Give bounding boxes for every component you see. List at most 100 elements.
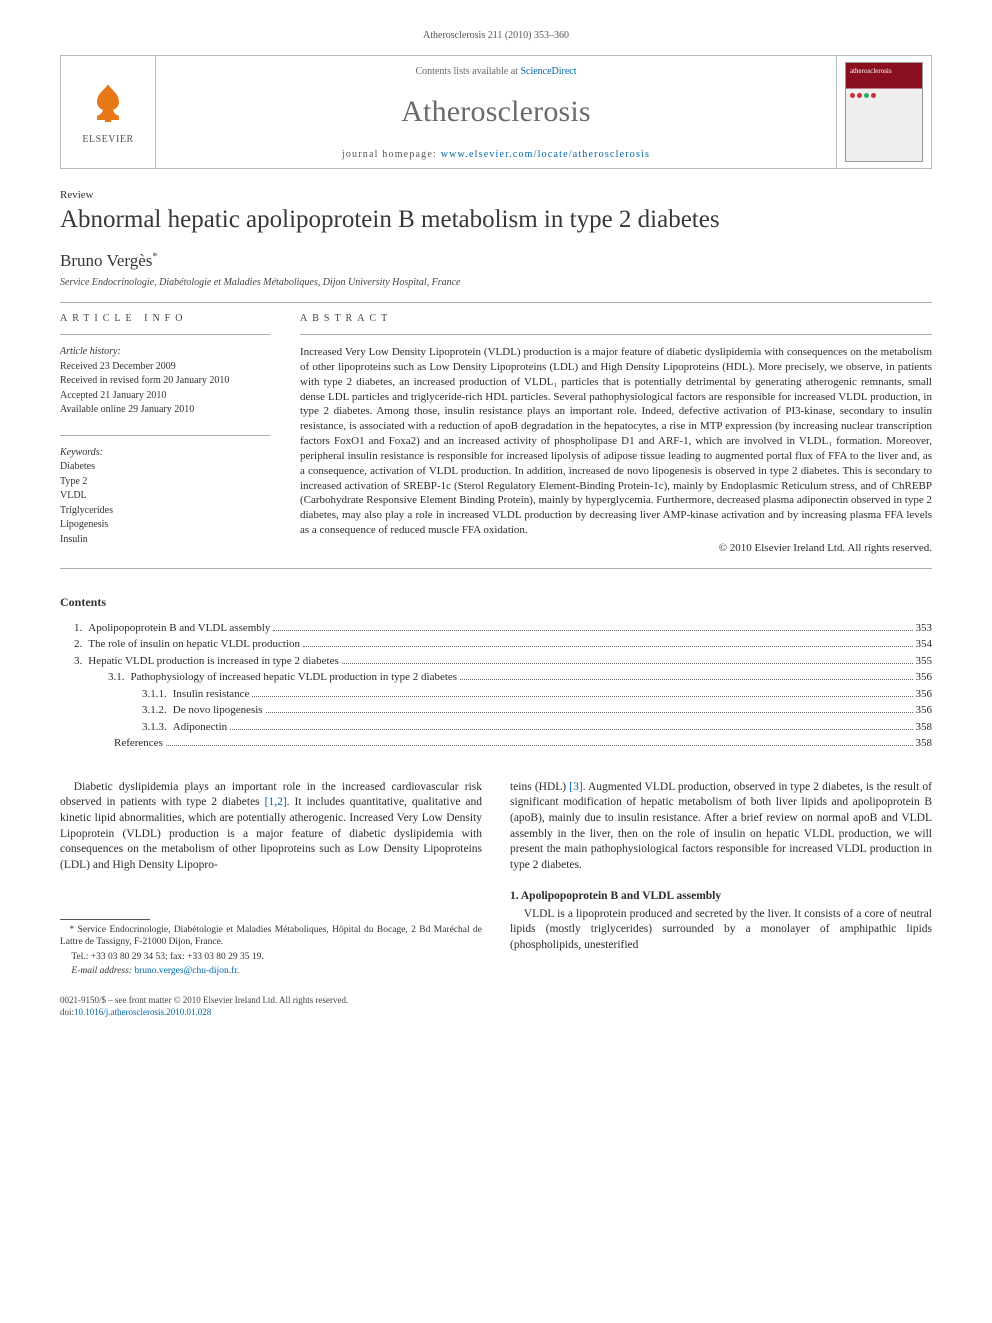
- doi-line: doi:10.1016/j.atherosclerosis.2010.01.02…: [60, 1007, 932, 1019]
- keyword: Lipogenesis: [60, 518, 270, 532]
- body-text: . Augmented VLDL production, observed in…: [510, 781, 932, 871]
- cover-title: atherosclerosis: [850, 67, 918, 75]
- article-type: Review: [60, 189, 932, 201]
- toc-page: 355: [916, 653, 933, 670]
- body-paragraph: teins (HDL) [3]. Augmented VLDL producti…: [510, 780, 932, 873]
- toc-dots: [252, 687, 912, 697]
- toc-label: De novo lipogenesis: [167, 702, 263, 719]
- toc-line[interactable]: 3.1.2.De novo lipogenesis 356: [60, 702, 932, 719]
- email-footnote: E-mail address: bruno.verges@chu-dijon.f…: [60, 965, 482, 977]
- keyword: Triglycerides: [60, 504, 270, 518]
- toc-number: 3.1.: [60, 669, 125, 686]
- citation-link[interactable]: [3]: [569, 781, 582, 793]
- journal-header: ELSEVIER Contents lists available at Sci…: [60, 55, 932, 169]
- body-columns: Diabetic dyslipidemia plays an important…: [60, 780, 932, 977]
- toc-dots: [273, 621, 912, 631]
- toc-label: Pathophysiology of increased hepatic VLD…: [125, 669, 458, 686]
- toc-label: References: [108, 735, 163, 752]
- email-suffix: .: [237, 966, 239, 976]
- front-matter-line: 0021-9150/$ – see front matter © 2010 El…: [60, 995, 932, 1007]
- tel-footnote: Tel.: +33 03 80 29 34 53; fax: +33 03 80…: [60, 951, 482, 963]
- publisher-name: ELSEVIER: [82, 134, 133, 145]
- toc-dots: [266, 704, 913, 714]
- abstract-heading: abstract: [300, 313, 932, 324]
- history-item: Received in revised form 20 January 2010: [60, 374, 270, 388]
- body-paragraph: Diabetic dyslipidemia plays an important…: [60, 780, 482, 873]
- homepage-link[interactable]: www.elsevier.com/locate/atherosclerosis: [441, 149, 650, 160]
- author-name: Bruno Vergès*: [60, 251, 932, 271]
- body-paragraph: VLDL is a lipoprotein produced and secre…: [510, 907, 932, 954]
- toc-line[interactable]: 3.1.1.Insulin resistance 356: [60, 686, 932, 703]
- toc-label: The role of insulin on hepatic VLDL prod…: [82, 636, 300, 653]
- toc-number: 3.: [60, 653, 82, 670]
- sciencedirect-link[interactable]: ScienceDirect: [520, 66, 576, 77]
- toc-label: Hepatic VLDL production is increased in …: [82, 653, 338, 670]
- toc-page: 356: [916, 686, 933, 703]
- history-item: Available online 29 January 2010: [60, 403, 270, 417]
- toc-page: 356: [916, 702, 933, 719]
- toc-number: 3.1.1.: [60, 686, 167, 703]
- divider: [60, 302, 932, 303]
- toc-page: 358: [916, 719, 933, 736]
- keywords-label: Keywords:: [60, 446, 270, 460]
- table-of-contents: Contents 1.Apolipopoprotein B and VLDL a…: [60, 595, 932, 752]
- journal-homepage: journal homepage: www.elsevier.com/locat…: [162, 149, 830, 160]
- keyword: Type 2: [60, 475, 270, 489]
- homepage-prefix: journal homepage:: [342, 149, 441, 160]
- toc-dots: [230, 720, 912, 730]
- abstract-copyright: © 2010 Elsevier Ireland Ltd. All rights …: [300, 542, 932, 554]
- running-head: Atherosclerosis 211 (2010) 353–360: [60, 30, 932, 41]
- toc-number: 3.1.3.: [60, 719, 167, 736]
- toc-label: Insulin resistance: [167, 686, 250, 703]
- toc-line[interactable]: 1.Apolipopoprotein B and VLDL assembly 35…: [60, 620, 932, 637]
- toc-dots: [342, 654, 913, 664]
- toc-dots: [166, 737, 913, 747]
- email-link[interactable]: bruno.verges@chu-dijon.fr: [134, 966, 237, 976]
- toc-dots: [460, 671, 912, 681]
- toc-label: Adiponectin: [167, 719, 227, 736]
- toc-line[interactable]: References 358: [60, 735, 932, 752]
- toc-page: 353: [916, 620, 933, 637]
- contents-prefix: Contents lists available at: [415, 66, 520, 77]
- article-info-heading: article info: [60, 313, 270, 324]
- doi-link[interactable]: 10.1016/j.atherosclerosis.2010.01.028: [74, 1007, 211, 1017]
- keyword: VLDL: [60, 489, 270, 503]
- toc-dots: [303, 638, 913, 648]
- corr-footnote: * Service Endocrinologie, Diabétologie e…: [60, 924, 482, 949]
- keyword: Diabetes: [60, 460, 270, 474]
- publisher-logo-cell: ELSEVIER: [61, 56, 156, 168]
- toc-page: 354: [916, 636, 933, 653]
- history-item: Accepted 21 January 2010: [60, 389, 270, 403]
- toc-line[interactable]: 2.The role of insulin on hepatic VLDL pr…: [60, 636, 932, 653]
- journal-cover-thumb: atherosclerosis: [845, 62, 923, 162]
- body-text: teins (HDL): [510, 781, 569, 793]
- toc-line[interactable]: 3.Hepatic VLDL production is increased i…: [60, 653, 932, 670]
- footnotes: * Service Endocrinologie, Diabétologie e…: [60, 924, 482, 977]
- toc-line[interactable]: 3.1.3.Adiponectin 358: [60, 719, 932, 736]
- history-label: Article history:: [60, 345, 270, 359]
- contents-available: Contents lists available at ScienceDirec…: [162, 66, 830, 77]
- email-label: E-mail address:: [71, 966, 134, 976]
- cover-cell: atherosclerosis: [836, 56, 931, 168]
- affiliation: Service Endocrinologie, Diabétologie et …: [60, 277, 932, 288]
- toc-label: Apolipopoprotein B and VLDL assembly: [82, 620, 270, 637]
- doi-prefix: doi:: [60, 1007, 74, 1017]
- history-item: Received 23 December 2009: [60, 360, 270, 374]
- toc-page: 358: [916, 735, 933, 752]
- author-text: Bruno Vergès: [60, 251, 152, 270]
- toc-page: 356: [916, 669, 933, 686]
- toc-line[interactable]: 3.1.Pathophysiology of increased hepatic…: [60, 669, 932, 686]
- footnote-rule: [60, 919, 150, 920]
- abstract-column: abstract Increased Very Low Density Lipo…: [300, 313, 932, 554]
- toc-number: 1.: [60, 620, 82, 637]
- citation-link[interactable]: [1,2]: [265, 796, 287, 808]
- article-title: Abnormal hepatic apolipoprotein B metabo…: [60, 205, 932, 235]
- toc-number: 2.: [60, 636, 82, 653]
- article-info-column: article info Article history: Received 2…: [60, 313, 270, 554]
- journal-title: Atherosclerosis: [162, 95, 830, 129]
- elsevier-tree-icon: [83, 80, 133, 130]
- toc-title: Contents: [60, 595, 932, 610]
- toc-number: 3.1.2.: [60, 702, 167, 719]
- section-heading: 1. Apolipopoprotein B and VLDL assembly: [510, 889, 932, 905]
- author-marker: *: [152, 251, 157, 262]
